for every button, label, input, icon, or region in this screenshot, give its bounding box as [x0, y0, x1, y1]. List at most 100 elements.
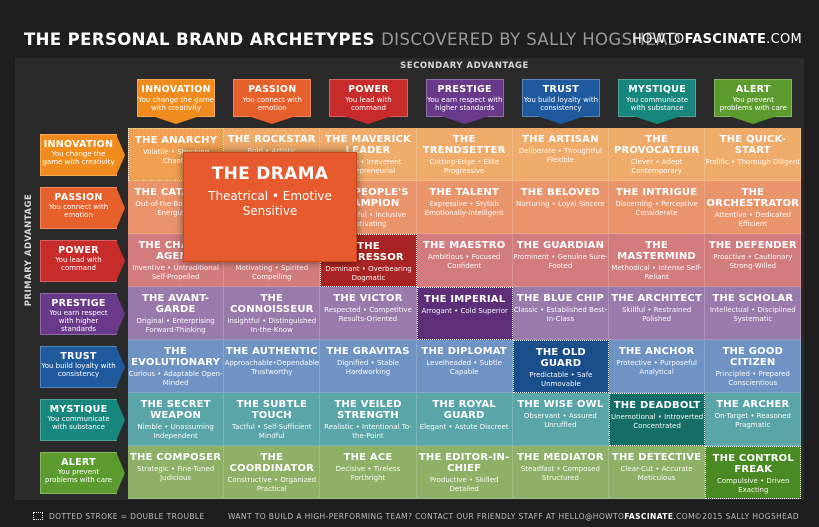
archetype-cell[interactable]: THE VEILED STRENGTH Realistic • Intention…	[320, 393, 417, 446]
archetype-cell[interactable]: THE GUARDIAN Prominent • Genuine Sure-Foo…	[512, 234, 609, 287]
archetype-name: THE CHANGE AGENT	[138, 240, 213, 262]
row-header-3: PRESTIGE You earn respect with higher sta…	[40, 293, 125, 335]
archetype-cell[interactable]: THE QUICK-START Prolific • Thorough Dilig…	[705, 128, 802, 181]
row-header-1: PASSION You connect with emotion	[40, 187, 125, 229]
archetype-cell[interactable]: THE WISE OWL Observant • Assured Unruffle…	[512, 393, 609, 446]
archetype-cell[interactable]: THE AVANT-GARDE Original • Enterprising F…	[128, 287, 225, 340]
row-header-desc: You change the game with creativity	[42, 150, 115, 166]
site-suffix: .COM	[766, 32, 802, 47]
archetype-traits: Purposeful • Inclusive Motivating	[329, 211, 407, 228]
archetype-cell[interactable]: THE ACE Decisive • Tireless Forthright	[320, 446, 417, 499]
archetype-cell[interactable]: THE ARTISAN Deliberate • Thoughtful Flexi…	[512, 128, 609, 181]
archetype-traits: Curious • Adaptable Open-Minded	[128, 370, 223, 387]
archetype-name: THE AGGRESSOR	[333, 241, 404, 263]
archetype-traits: Volatile • Shocking Chaotic	[143, 148, 210, 165]
archetype-cell[interactable]: THE CONTROL FREAK Compulsive • Driven Exa…	[705, 446, 802, 499]
archetype-cell[interactable]: THE DEADBOLT Unemotional • Introverted Co…	[609, 393, 706, 446]
archetype-cell[interactable]: THE ANCHOR Protective • Purposeful Analyt…	[609, 340, 706, 393]
archetype-name: THE VICTOR	[333, 293, 403, 304]
archetype-cell[interactable]: THE ORCHESTRATOR Attentive • Dedicated Ef…	[705, 181, 802, 234]
archetype-traits: Levelheaded • Subtle Capable	[426, 359, 502, 376]
archetype-name: THE SECRET WEAPON	[140, 399, 211, 421]
site-link[interactable]: HOWTOFASCINATE.COM	[632, 32, 802, 47]
copyright: ©2015 SALLY HOGSHEAD	[694, 512, 799, 521]
archetype-cell[interactable]: THE IMPERIAL Arrogant • Cold Superior	[416, 287, 513, 340]
archetype-traits: Clear-Cut • Accurate Meticulous	[620, 465, 693, 482]
archetype-cell[interactable]: THE SUBTLE TOUCH Tactful • Self-Sufficien…	[224, 393, 321, 446]
down-arrow-icon	[633, 116, 682, 124]
column-header-desc: You build loyalty with consistency	[523, 96, 599, 112]
archetype-cell[interactable]: THE INTRIGUE Discerning • Perceptive Cons…	[609, 181, 706, 234]
archetype-name: THE ROYAL GUARD	[432, 399, 496, 421]
archetype-traits: Observant • Assured Unruffled	[523, 412, 597, 429]
archetype-cell[interactable]: THE ROYAL GUARD Elegant • Astute Discreet	[416, 393, 513, 446]
right-arrow-icon	[116, 187, 125, 229]
archetype-name: THE IMPERIAL	[424, 294, 506, 305]
contact-cta[interactable]: WANT TO BUILD A HIGH-PERFORMING TEAM? CO…	[228, 512, 695, 521]
archetype-cell[interactable]: THE MEDIATOR Steadfast • Composed Structu…	[512, 446, 609, 499]
archetype-cell[interactable]: THE GOOD CITIZEN Principled • Prepared Co…	[705, 340, 802, 393]
archetype-name: THE VEILED STRENGTH	[334, 399, 402, 421]
right-arrow-icon	[116, 240, 125, 282]
popup-name: THE DRAMA	[211, 164, 329, 184]
right-arrow-icon	[116, 399, 125, 441]
archetype-cell[interactable]: THE TALENT Expressive • Stylish Emotional…	[416, 181, 513, 234]
archetype-cell[interactable]: THE VICTOR Respected • Competitive Result…	[320, 287, 417, 340]
archetype-cell[interactable]: THE BLUE CHIP Classic • Established Best-…	[512, 287, 609, 340]
archetype-traits: Productive • Skilled Detailed	[429, 476, 499, 493]
archetype-cell[interactable]: THE DEFENDER Proactive • Cautionary Stron…	[705, 234, 802, 287]
archetype-cell[interactable]: THE CONNOISSEUR Insightful • Distinguishe…	[224, 287, 321, 340]
archetype-traits: Out-of-the-Box • Social Energizing	[135, 200, 216, 217]
archetype-cell[interactable]: THE DETECTIVE Clear-Cut • Accurate Meticu…	[609, 446, 706, 499]
archetype-traits: Prolific • Thorough Diligent	[705, 158, 801, 166]
archetype-cell[interactable]: THE TRENDSETTER Cutting-Edge • Elite Prog…	[416, 128, 513, 181]
archetype-cell[interactable]: THE COMPOSER Strategic • Fine-Tuned Judic…	[128, 446, 225, 499]
archetype-name: THE CATALYST	[134, 187, 217, 198]
archetype-cell[interactable]: THE GRAVITAS Dignified • Stable Hardworki…	[320, 340, 417, 393]
column-header-title: TRUST	[542, 84, 580, 95]
archetype-traits: Decisive • Tireless Forthright	[335, 465, 401, 482]
row-header-4: TRUST You build loyalty with consistency	[40, 346, 125, 388]
secondary-axis-label: SECONDARY ADVANTAGE	[400, 61, 529, 71]
title-main: THE PERSONAL BRAND ARCHETYPES	[24, 30, 375, 49]
archetype-cell[interactable]: THE EVOLUTIONARY Curious • Adaptable Open…	[128, 340, 225, 393]
archetype-cell[interactable]: THE MAESTRO Ambitious • Focused Confident	[416, 234, 513, 287]
row-header-title: ALERT	[61, 457, 96, 468]
archetype-cell[interactable]: THE AUTHENTIC Approachable•Dependable Tru…	[224, 340, 321, 393]
archetype-cell[interactable]: THE ARCHITECT Skillful • Restrained Polis…	[609, 287, 706, 340]
archetype-name: THE ROCKSTAR	[227, 134, 316, 145]
down-arrow-icon	[152, 116, 201, 124]
archetype-traits: Elegant • Astute Discreet	[419, 423, 509, 431]
archetype-traits: Tactful • Self-Sufficient Mindful	[231, 423, 312, 440]
archetype-cell[interactable]: THE COORDINATOR Constructive • Organized …	[224, 446, 321, 499]
column-header-1: PASSION You connect with emotion	[233, 79, 312, 124]
archetype-traits: Nurturing • Loyal Sincere	[516, 200, 605, 208]
archetype-traits: Dominant • Overbearing Dogmatic	[325, 265, 412, 282]
archetype-cell[interactable]: THE EDITOR-IN-CHIEF Productive • Skilled …	[416, 446, 513, 499]
archetype-traits: Insightful • Distinguished In-the-Know	[227, 317, 317, 334]
archetype-cell[interactable]: THE MASTERMIND Methodical • Intense Self-…	[609, 234, 706, 287]
column-header-desc: You change the game with creativity	[138, 96, 215, 112]
archetype-traits: Arrogant • Cold Superior	[421, 307, 508, 315]
row-header-5: MYSTIQUE You communicate with substance	[40, 399, 125, 441]
archetype-cell[interactable]: THE SECRET WEAPON Nimble • Unassuming Ind…	[128, 393, 225, 446]
archetype-cell[interactable]: THE ARCHER On-Target • Reasoned Pragmatic	[705, 393, 802, 446]
archetype-traits: Intellectual • Disciplined Systematic	[709, 306, 796, 323]
archetype-cell[interactable]: THE ANARCHY Volatile • Shocking Chaotic	[128, 128, 225, 181]
archetype-name: THE COMPOSER	[129, 452, 222, 463]
down-arrow-icon	[248, 116, 297, 124]
archetype-cell[interactable]: THE BELOVED Nurturing • Loyal Sincere	[512, 181, 609, 234]
archetype-cell[interactable]: THE PROVOCATEUR Clever • Adept Contempora…	[609, 128, 706, 181]
down-arrow-icon	[344, 116, 393, 124]
archetype-cell[interactable]: THE SCHOLAR Intellectual • Disciplined Sy…	[705, 287, 802, 340]
column-header-title: INNOVATION	[141, 84, 211, 95]
archetype-cell[interactable]: THE DIPLOMAT Levelheaded • Subtle Capable	[416, 340, 513, 393]
column-header-4: TRUST You build loyalty with consistency	[521, 79, 600, 124]
row-header-desc: You earn respect with higher standards	[49, 309, 108, 333]
down-arrow-icon	[440, 116, 489, 124]
right-arrow-icon	[116, 346, 125, 388]
cta-bold: FASCINATE	[624, 512, 674, 521]
legend: DOTTED STROKE = DOUBLE TROUBLE	[33, 512, 205, 521]
archetype-cell[interactable]: THE OLD GUARD Predictable • Safe Unmovabl…	[512, 340, 609, 393]
archetype-traits: Classic • Established Best-In-Class	[513, 306, 608, 323]
